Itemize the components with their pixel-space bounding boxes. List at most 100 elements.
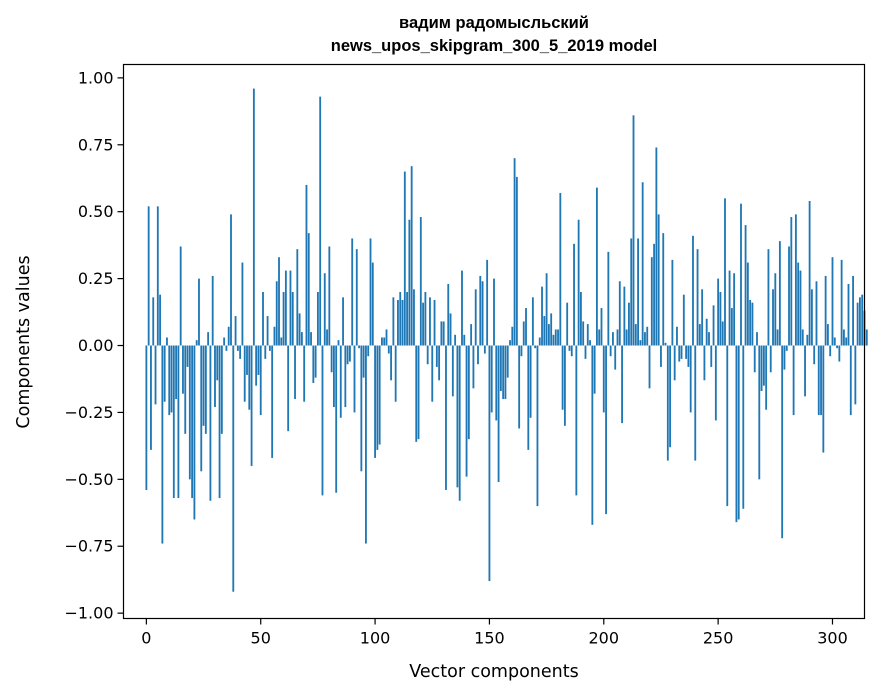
bar	[753, 345, 756, 373]
bar	[264, 345, 267, 359]
bar	[708, 332, 710, 346]
bar	[278, 257, 280, 346]
bar	[566, 302, 569, 346]
bar	[467, 345, 470, 440]
bar	[602, 345, 605, 413]
x-tick-label: 0	[141, 629, 151, 648]
bar	[527, 345, 530, 450]
bar	[376, 345, 379, 450]
bar	[728, 270, 731, 346]
bar	[323, 273, 326, 346]
bar	[502, 345, 505, 400]
bar	[726, 345, 729, 507]
bar	[563, 345, 566, 426]
bar	[826, 324, 829, 346]
bar	[820, 345, 822, 416]
bar	[399, 291, 402, 346]
bar	[353, 345, 356, 413]
bar	[714, 345, 717, 421]
bar	[339, 345, 342, 418]
bar	[678, 345, 681, 362]
bar	[284, 270, 287, 346]
bar	[483, 345, 486, 354]
bar	[207, 332, 210, 346]
bar	[534, 345, 537, 349]
bar	[303, 345, 306, 402]
bar	[374, 345, 376, 458]
bar	[175, 345, 178, 400]
bar	[472, 345, 475, 389]
bar	[424, 291, 427, 346]
bar	[225, 345, 228, 351]
bar	[518, 345, 521, 429]
bar	[609, 345, 612, 357]
bar	[440, 321, 443, 346]
y-axis-ticks: −1.00 −0.75 −0.50 −0.25 0.00 0.25 0.50 0.75 1.00	[64, 68, 124, 623]
bar	[458, 345, 461, 501]
bar	[232, 345, 235, 592]
bar	[504, 345, 507, 400]
bar	[813, 345, 816, 365]
bars	[145, 88, 868, 592]
bar	[310, 332, 312, 346]
bar	[305, 184, 308, 346]
bar	[449, 313, 452, 346]
bar	[618, 281, 621, 346]
bar	[772, 289, 774, 346]
bar	[831, 257, 834, 346]
y-tick-label: 0.75	[78, 135, 114, 154]
bar	[451, 345, 454, 397]
bar	[351, 238, 354, 346]
bar	[223, 337, 226, 346]
chart-title-line-2: news_upos_skipgram_300_5_2019 model	[331, 37, 658, 55]
bar	[767, 249, 770, 346]
bar	[865, 329, 868, 346]
bar	[275, 281, 278, 346]
bar	[442, 321, 445, 346]
bar	[230, 214, 232, 346]
bar	[172, 345, 175, 499]
bar	[776, 329, 779, 346]
bar	[186, 345, 189, 367]
bar	[358, 345, 360, 349]
bar	[543, 316, 546, 346]
bar	[568, 345, 571, 351]
y-tick-label: 0.00	[78, 336, 114, 355]
bar	[561, 345, 564, 410]
bar	[332, 345, 335, 408]
bar	[628, 302, 630, 346]
bar	[239, 345, 242, 359]
bar	[248, 345, 251, 410]
bar	[346, 345, 349, 365]
bar	[648, 345, 651, 389]
bar	[600, 308, 603, 346]
bar	[319, 96, 322, 346]
bar	[712, 305, 715, 346]
bar	[785, 345, 788, 351]
bar	[559, 192, 562, 346]
y-tick-label: 1.00	[78, 68, 114, 87]
bar	[843, 329, 845, 346]
bar	[854, 345, 857, 405]
x-tick-label: 150	[474, 629, 505, 648]
bar	[817, 345, 820, 416]
bar	[397, 300, 399, 346]
y-tick-label: 0.25	[78, 269, 114, 288]
bar	[209, 345, 212, 501]
bar	[182, 345, 184, 394]
bar	[390, 345, 392, 381]
bar	[788, 246, 790, 346]
bar	[312, 345, 315, 383]
bar	[655, 147, 658, 346]
bar	[596, 187, 598, 346]
bar	[657, 214, 660, 346]
bar	[621, 345, 623, 424]
bar	[385, 329, 388, 346]
bar	[815, 281, 818, 346]
bar	[829, 345, 832, 357]
bar	[705, 318, 708, 346]
bar	[685, 345, 688, 359]
bar	[445, 345, 447, 491]
bar	[161, 345, 164, 544]
bar	[632, 115, 635, 346]
